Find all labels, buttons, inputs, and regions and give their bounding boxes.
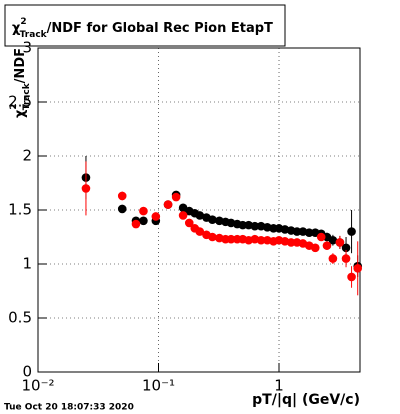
y-tick-label: 3	[22, 39, 32, 57]
data-point	[81, 184, 91, 193]
ylabel-sup: 2	[9, 103, 19, 109]
data-point	[117, 191, 127, 201]
x-tick-label: 1	[274, 377, 284, 395]
data-point	[184, 218, 194, 228]
data-point	[310, 243, 320, 253]
data-point	[341, 254, 351, 263]
y-tick-label: 2	[22, 147, 32, 165]
y-tick-label: 1	[22, 255, 32, 273]
data-point	[151, 212, 161, 221]
data-point	[335, 238, 345, 247]
y-axis-label: χ2 Track/NDF	[9, 48, 32, 118]
data-point	[208, 215, 217, 225]
data-point	[208, 232, 217, 242]
title-rest: /NDF for Global Rec Pion EtapT	[47, 21, 273, 36]
y-tick-label: 0	[22, 363, 32, 381]
x-axis-label: pT/|q| (GeV/c)	[252, 392, 360, 408]
title-symbol: χ	[12, 21, 21, 36]
data-point	[171, 192, 181, 202]
data-point	[341, 243, 351, 253]
title-sub: Track	[20, 30, 48, 40]
y-tick-label: 1.5	[8, 201, 32, 219]
data-point	[322, 241, 332, 250]
data-point	[139, 206, 148, 216]
y-tick-label: 2.5	[8, 93, 32, 111]
data-point	[226, 234, 236, 244]
data-point	[238, 220, 248, 230]
data-point	[286, 238, 296, 247]
title-box	[4, 4, 286, 47]
x-tick-label: 10⁻¹	[142, 377, 175, 395]
data-point	[117, 204, 127, 214]
data-point	[292, 227, 302, 236]
data-point	[316, 232, 326, 242]
data-point	[250, 221, 260, 231]
data-point	[195, 211, 205, 220]
ylabel-sub: Track	[22, 82, 32, 110]
chart-title: χ2 Track/NDF for Global Rec Pion EtapT	[12, 17, 273, 40]
ylabel-symbol: χ	[13, 109, 28, 118]
data-point	[256, 235, 266, 245]
title-sup: 2	[20, 17, 26, 27]
data-point	[328, 254, 338, 263]
data-point	[347, 227, 356, 236]
data-point	[139, 216, 148, 226]
ylabel-rest: /NDF	[13, 48, 28, 83]
data-point	[163, 200, 173, 209]
data-point	[347, 272, 356, 282]
data-point	[131, 219, 141, 229]
data-point	[195, 227, 205, 236]
y-tick-label: 0.5	[8, 309, 32, 327]
timestamp: Tue Oct 20 18:07:33 2020	[4, 403, 134, 413]
data-point	[328, 235, 338, 245]
data-point	[304, 228, 314, 237]
data-point	[353, 264, 363, 273]
x-tick-label: 10⁻²	[21, 377, 54, 395]
data-point	[178, 211, 188, 220]
